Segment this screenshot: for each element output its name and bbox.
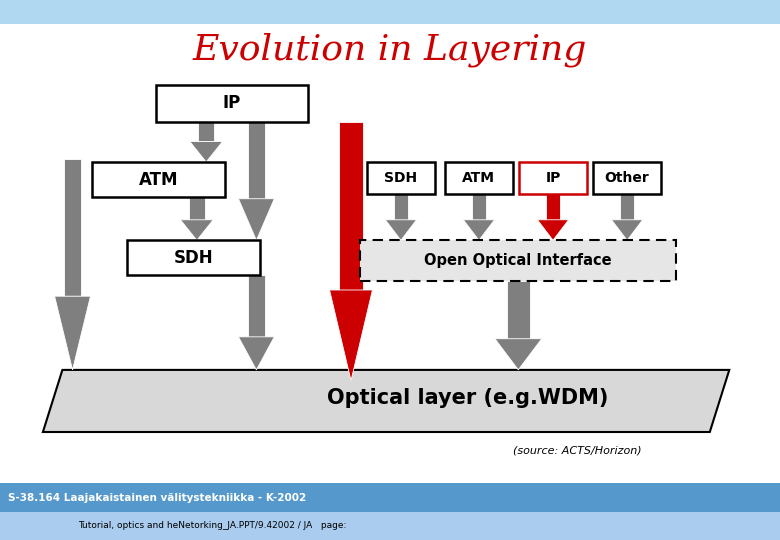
Bar: [360, 240, 676, 281]
Polygon shape: [495, 339, 541, 370]
Polygon shape: [472, 194, 486, 220]
Polygon shape: [507, 281, 530, 339]
Polygon shape: [198, 122, 214, 141]
Polygon shape: [190, 141, 222, 162]
Text: SDH: SDH: [385, 171, 417, 185]
Polygon shape: [64, 159, 81, 296]
Bar: [519, 162, 587, 194]
Polygon shape: [248, 275, 265, 337]
Polygon shape: [239, 199, 275, 240]
Polygon shape: [463, 220, 495, 240]
Text: Tutorial, optics and heNetorking_JA.PPT/9.42002 / JA   page:: Tutorial, optics and heNetorking_JA.PPT/…: [78, 522, 346, 530]
Polygon shape: [537, 220, 569, 240]
Bar: [92, 162, 225, 197]
Polygon shape: [55, 296, 90, 370]
Polygon shape: [329, 290, 373, 381]
Text: (source: ACTS/Horizon): (source: ACTS/Horizon): [513, 446, 641, 456]
Text: Evolution in Layering: Evolution in Layering: [193, 32, 587, 67]
Text: Open Optical Interface: Open Optical Interface: [424, 253, 612, 268]
Polygon shape: [394, 194, 408, 220]
Polygon shape: [385, 220, 417, 240]
Polygon shape: [43, 370, 729, 432]
Bar: [593, 162, 661, 194]
Polygon shape: [180, 220, 213, 240]
Text: S-38.164 Laajakaistainen välitystekniikka - K-2002: S-38.164 Laajakaistainen välitystekniikk…: [8, 493, 306, 503]
Text: IP: IP: [223, 94, 241, 112]
Text: Optical layer (e.g.WDM): Optical layer (e.g.WDM): [328, 388, 608, 408]
Polygon shape: [189, 197, 204, 220]
Polygon shape: [239, 337, 275, 370]
Bar: [156, 85, 308, 122]
Polygon shape: [339, 122, 363, 290]
Text: IP: IP: [545, 171, 561, 185]
Text: ATM: ATM: [463, 171, 495, 185]
Bar: [127, 240, 260, 275]
Polygon shape: [248, 122, 265, 199]
Polygon shape: [546, 194, 560, 220]
Bar: [0, 483, 780, 513]
Polygon shape: [620, 194, 634, 220]
Text: Other: Other: [604, 171, 650, 185]
Text: ATM: ATM: [139, 171, 178, 188]
Polygon shape: [0, 0, 780, 24]
Bar: [367, 162, 435, 194]
Text: SDH: SDH: [174, 249, 213, 267]
Polygon shape: [612, 220, 643, 240]
Bar: [445, 162, 513, 194]
Bar: [0, 512, 780, 540]
